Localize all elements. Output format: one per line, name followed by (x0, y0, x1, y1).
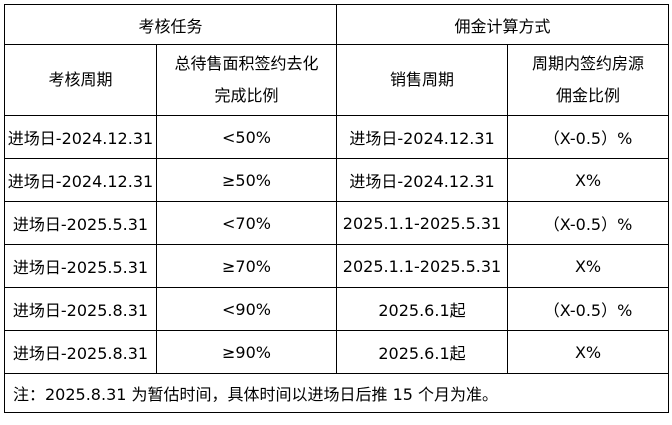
table-cell: <70% (155, 201, 338, 245)
note-cell: 注：2025.8.31 为暂估时间，具体时间以进场日后推 15 个月为准。 (3, 373, 670, 413)
table-row: 进场日-2024.12.31 ≥50% 进场日-2024.12.31 X% (4, 158, 670, 202)
table-header-row-1: 考核任务 佣金计算方式 (3, 4, 670, 45)
table-cell: 2025.6.1起 (336, 287, 509, 331)
table-cell: X% (507, 158, 670, 202)
table-cell: （X-0.5）% (507, 115, 670, 159)
table-cell: 进场日-2025.8.31 (4, 287, 157, 331)
table-cell: 进场日-2024.12.31 (4, 115, 157, 159)
table-cell: 2025.1.1-2025.5.31 (336, 244, 509, 288)
table-cell: ≥50% (155, 158, 338, 202)
table-row: 进场日-2025.8.31 <90% 2025.6.1起 （X-0.5）% (4, 287, 670, 331)
table-cell: <90% (155, 287, 338, 331)
header-commission-calc-method: 佣金计算方式 (336, 4, 670, 45)
table-cell: <50% (155, 115, 338, 159)
table-cell: X% (507, 244, 670, 288)
table-cell: 2025.1.1-2025.5.31 (336, 201, 509, 245)
table-cell: （X-0.5）% (507, 287, 670, 331)
table-note-row: 注：2025.8.31 为暂估时间，具体时间以进场日后推 15 个月为准。 (3, 373, 670, 413)
table-cell: 进场日-2025.5.31 (4, 244, 157, 288)
header-commission-rate: 周期内签约房源 佣金比例 (507, 44, 670, 116)
table-cell: 进场日-2024.12.31 (336, 115, 509, 159)
table-cell: （X-0.5）% (507, 201, 670, 245)
table-cell: X% (507, 330, 670, 374)
table-cell: 进场日-2025.8.31 (4, 330, 157, 374)
header-assessment-period: 考核周期 (4, 44, 157, 116)
table-row: 进场日-2025.5.31 ≥70% 2025.1.1-2025.5.31 X% (4, 244, 670, 288)
table-header-row-2: 考核周期 总待售面积签约去化 完成比例 销售周期 周期内签约房源 佣金比例 (4, 44, 670, 116)
commission-assessment-table: 考核任务 佣金计算方式 考核周期 总待售面积签约去化 完成比例 销售周期 周期内… (3, 4, 670, 413)
table-cell: 进场日-2024.12.31 (336, 158, 509, 202)
table-cell: ≥70% (155, 244, 338, 288)
table-row: 进场日-2024.12.31 <50% 进场日-2024.12.31 （X-0.… (4, 115, 670, 159)
table-cell: 2025.6.1起 (336, 330, 509, 374)
table-row: 进场日-2025.8.31 ≥90% 2025.6.1起 X% (4, 330, 670, 374)
header-assessment-task: 考核任务 (3, 4, 338, 45)
header-sales-period: 销售周期 (336, 44, 509, 116)
table-cell: 进场日-2024.12.31 (4, 158, 157, 202)
table-cell: ≥90% (155, 330, 338, 374)
table-row: 进场日-2025.5.31 <70% 2025.1.1-2025.5.31 （X… (4, 201, 670, 245)
header-signed-ratio: 总待售面积签约去化 完成比例 (155, 44, 338, 116)
table-cell: 进场日-2025.5.31 (4, 201, 157, 245)
